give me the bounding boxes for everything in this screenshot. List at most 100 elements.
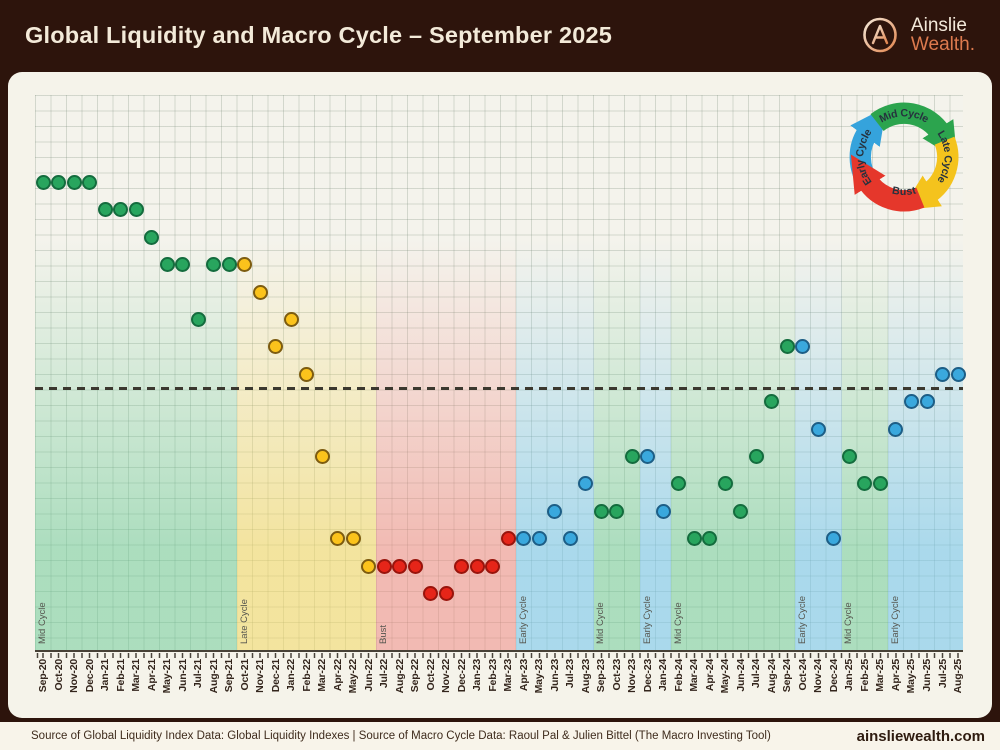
- data-point: [268, 339, 284, 355]
- x-axis-label: Apr-23: [517, 659, 530, 692]
- data-point: [935, 366, 950, 382]
- x-axis-labels: Sep-20 Oct-20 Nov-20 Dec-20 Jan-21 Feb-21 Mar-…: [35, 659, 964, 721]
- brand-name: Ainslie: [910, 15, 967, 36]
- x-axis-label: Dec-21: [269, 659, 282, 693]
- phase-band-label: Early Cycle: [517, 595, 529, 644]
- data-point: [128, 202, 144, 218]
- phase-band: [593, 95, 641, 650]
- data-point: [640, 449, 656, 464]
- data-point: [66, 175, 82, 190]
- data-point: [361, 558, 377, 574]
- x-axis-label: Jun-21: [176, 659, 189, 692]
- data-point: [903, 394, 919, 410]
- data-point: [841, 449, 857, 464]
- x-axis-label: Nov-21: [254, 659, 267, 693]
- x-axis-label: Nov-24: [812, 659, 825, 693]
- x-axis-label: Apr-22: [331, 659, 344, 692]
- data-point: [190, 312, 206, 327]
- data-point: [485, 558, 501, 574]
- x-axis-label: Oct-24: [796, 659, 809, 691]
- data-point: [919, 394, 935, 410]
- plot-area: Mid Cycle Late Cycle Bust Early Cycle Mid Cy…: [35, 95, 966, 652]
- x-axis-label: Sep-21: [223, 659, 236, 693]
- data-point: [950, 366, 966, 382]
- brand-logo: Ainslie Wealth.: [858, 13, 975, 57]
- data-point: [423, 586, 439, 601]
- x-axis-label: Feb-23: [486, 659, 499, 692]
- phase-band: [376, 95, 516, 650]
- x-axis-ticks: [35, 652, 963, 658]
- data-point: [888, 421, 904, 437]
- x-axis-label: Jun-25: [921, 659, 933, 692]
- phase-band-label: Mid Cycle: [672, 602, 684, 644]
- data-point: [438, 586, 454, 601]
- data-point: [655, 503, 671, 519]
- data-point: [826, 531, 842, 547]
- x-axis-label: Jul-21: [192, 659, 205, 689]
- x-axis-label: Jun-24: [734, 659, 747, 692]
- x-axis-label: Jan-23: [471, 659, 484, 692]
- x-axis-label: Jul-24: [750, 659, 763, 689]
- phase-band: [515, 95, 594, 650]
- data-point: [407, 558, 423, 574]
- phase-band-label: Mid Cycle: [37, 602, 48, 644]
- data-point: [299, 366, 315, 382]
- x-axis-label: Jun-23: [548, 659, 561, 692]
- x-axis-label: Aug-21: [207, 659, 220, 694]
- x-axis-label: May-24: [719, 659, 732, 694]
- data-point: [857, 476, 873, 492]
- footer: Source of Global Liquidity Index Data: G…: [0, 722, 1000, 750]
- x-axis-label: Mar-24: [688, 659, 701, 692]
- data-point: [562, 531, 578, 547]
- data-point: [733, 503, 749, 519]
- brand-emblem-icon: [863, 17, 897, 53]
- data-point: [500, 531, 516, 547]
- data-point: [283, 312, 299, 327]
- data-point: [717, 476, 733, 492]
- data-point: [872, 476, 888, 492]
- data-point: [175, 257, 191, 273]
- x-axis-label: Jan-21: [99, 659, 111, 692]
- data-point: [51, 175, 66, 190]
- x-axis-label: Nov-20: [68, 659, 80, 693]
- data-point: [578, 476, 594, 492]
- data-point: [454, 558, 470, 574]
- phase-band: [35, 95, 237, 650]
- x-axis-label: Feb-21: [114, 659, 127, 692]
- data-point: [702, 531, 718, 547]
- data-point: [392, 558, 408, 574]
- data-point: [35, 175, 51, 190]
- x-axis-label: Sep-24: [781, 659, 794, 693]
- x-axis-label: May-21: [161, 659, 174, 694]
- x-axis-label: May-22: [347, 659, 360, 694]
- x-axis-label: May-23: [533, 659, 546, 694]
- data-point: [779, 339, 795, 355]
- x-axis-label: Jul-23: [564, 659, 577, 689]
- data-point: [82, 175, 97, 190]
- x-axis-label: Oct-21: [238, 659, 251, 691]
- data-point: [609, 503, 625, 519]
- x-axis-label: Aug-23: [579, 659, 592, 694]
- x-axis-label: Feb-24: [672, 659, 685, 692]
- source-note: Source of Global Liquidity Index Data: G…: [31, 730, 771, 742]
- website-text: ainsliewealth.com: [856, 727, 985, 745]
- data-point: [547, 503, 563, 519]
- data-point: [159, 257, 175, 273]
- data-point: [795, 339, 811, 355]
- x-axis-label: Jan-25: [843, 659, 856, 692]
- data-point: [113, 202, 128, 218]
- data-point: [624, 449, 640, 464]
- x-axis-label: Oct-20: [52, 659, 65, 691]
- data-point: [593, 503, 609, 519]
- data-point: [345, 531, 361, 547]
- phase-band-label: Early Cycle: [641, 595, 653, 644]
- data-point: [314, 449, 330, 464]
- data-point: [330, 531, 346, 547]
- x-axis-label: Sep-23: [595, 659, 608, 693]
- phase-band-label: Early Cycle: [889, 595, 901, 644]
- x-axis-label: Sep-22: [409, 659, 422, 693]
- x-axis-label: Mar-25: [874, 659, 887, 692]
- x-axis-label: Jul-25: [936, 659, 949, 689]
- x-axis-label: Nov-23: [626, 659, 639, 693]
- phase-band: [671, 95, 796, 650]
